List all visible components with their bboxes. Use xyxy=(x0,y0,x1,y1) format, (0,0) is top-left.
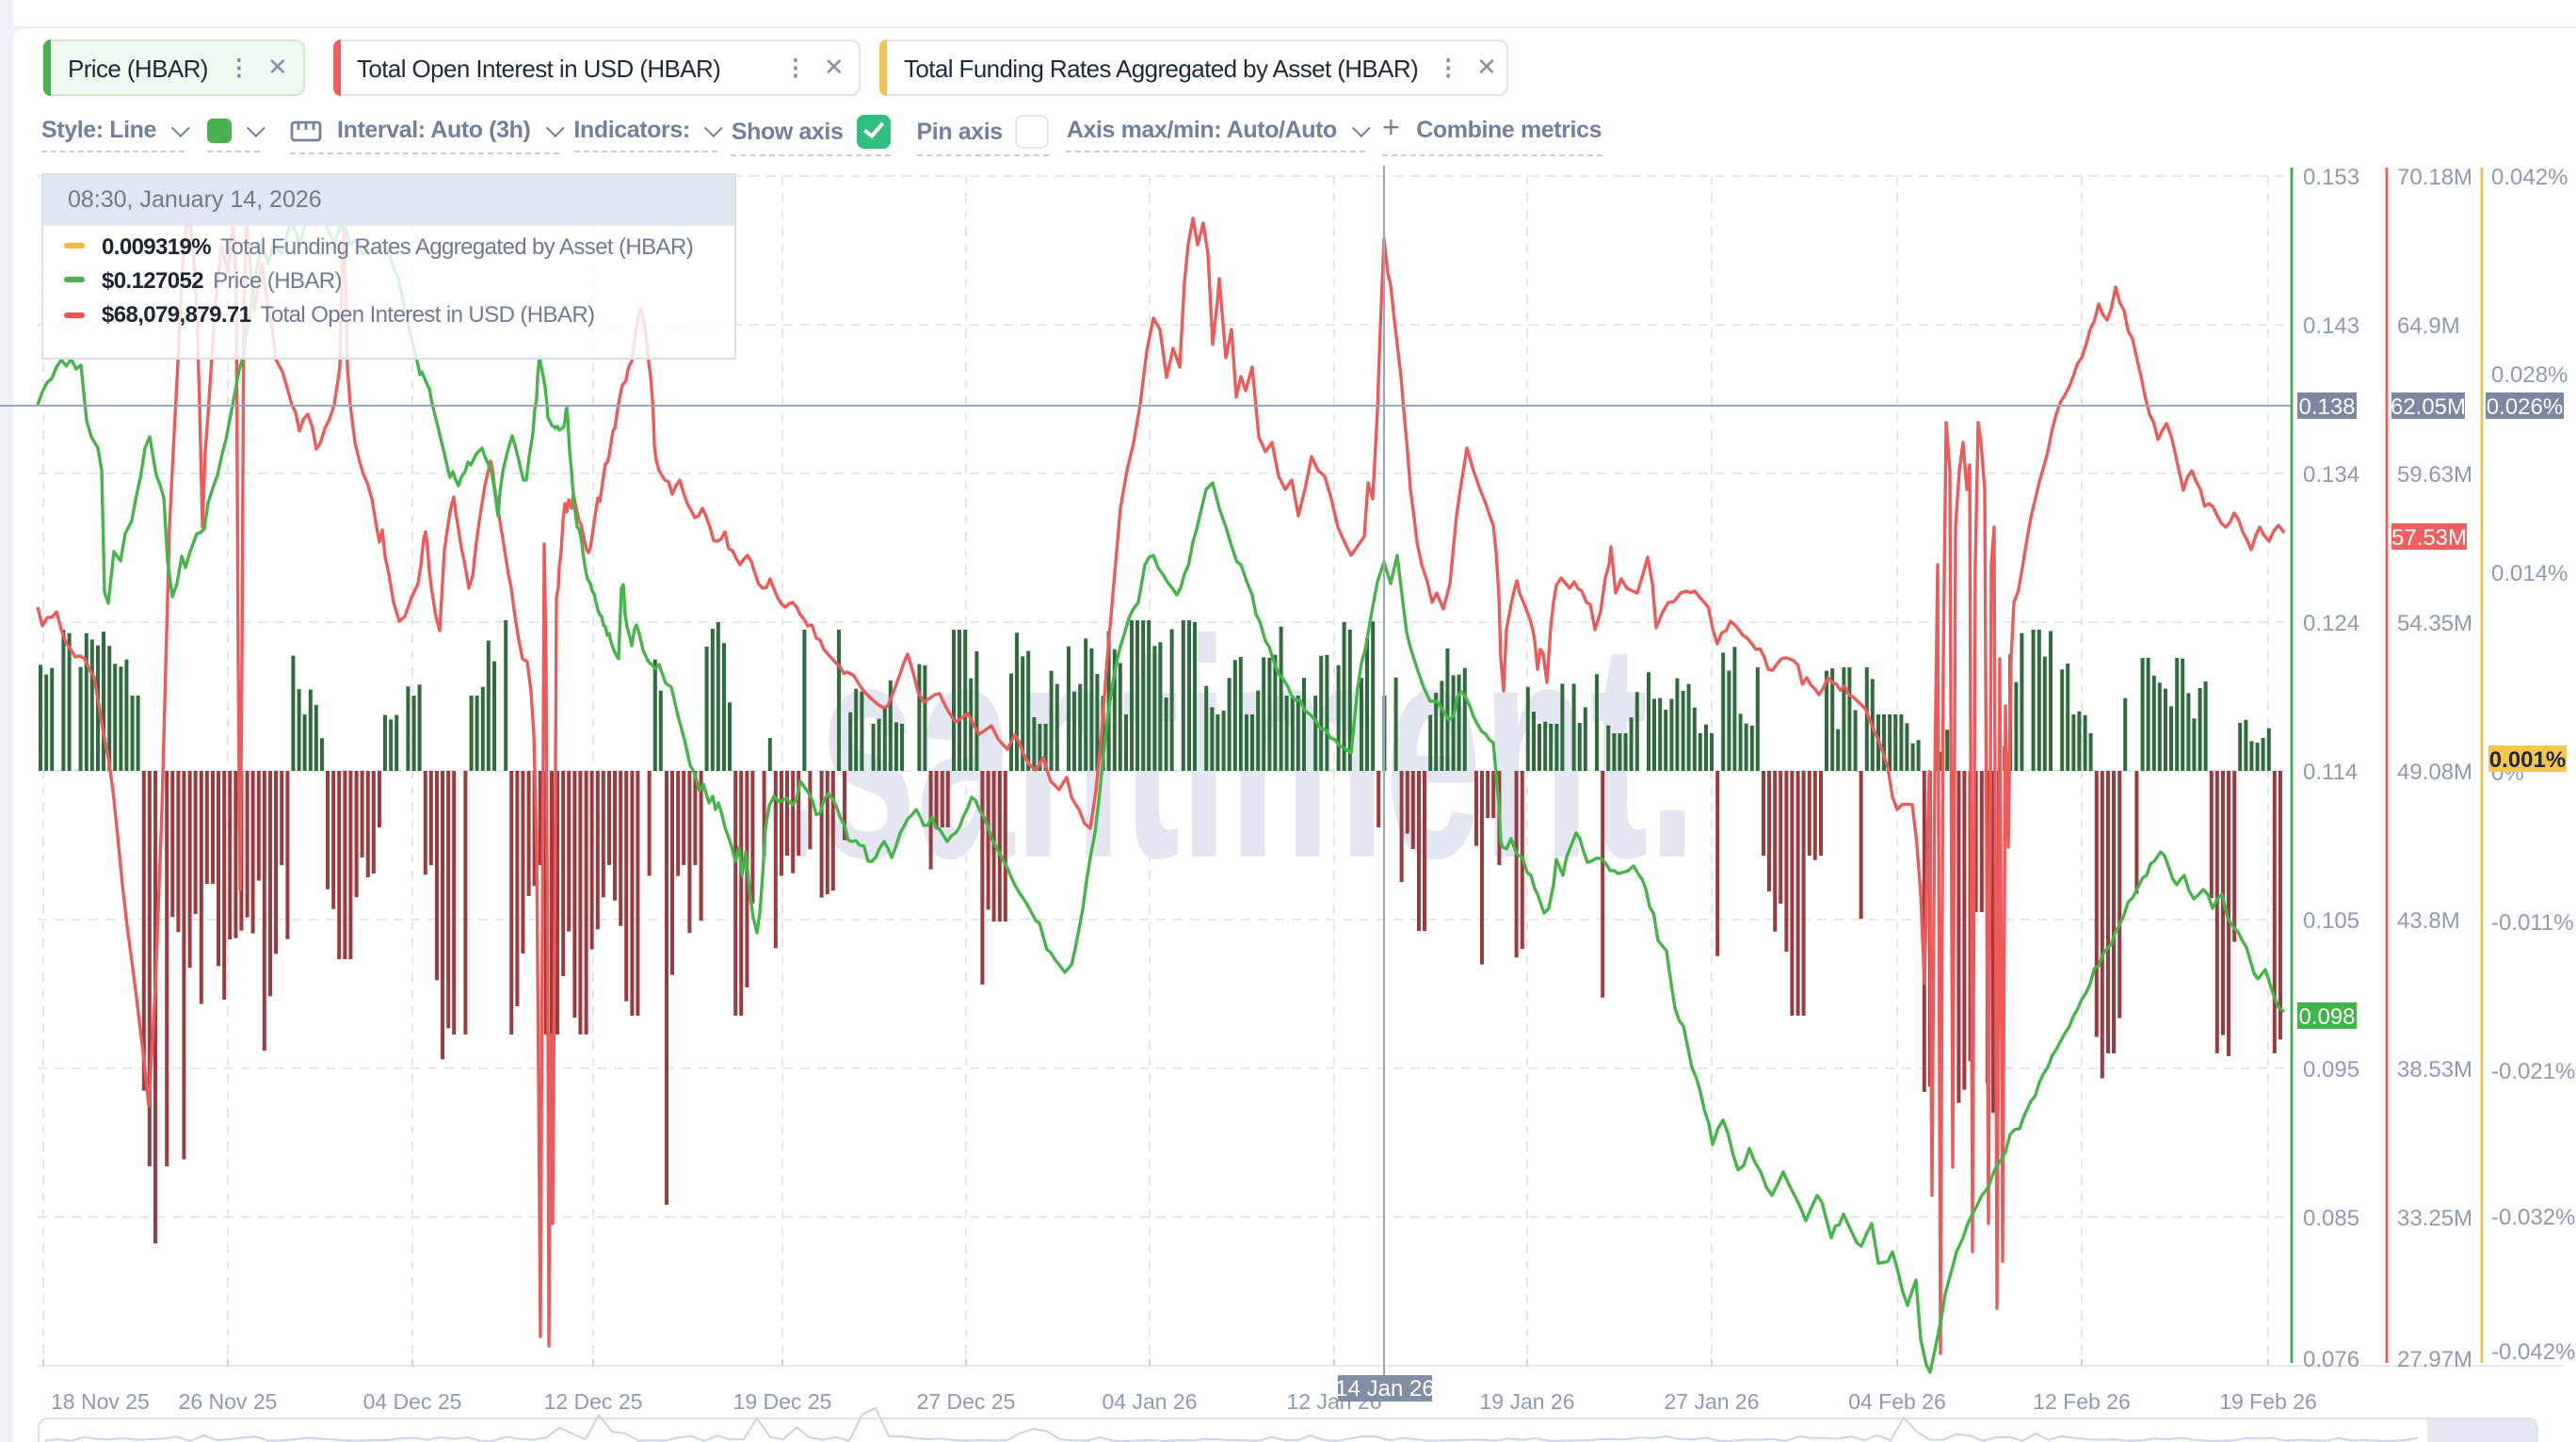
svg-text:0.095: 0.095 xyxy=(2303,1057,2359,1082)
svg-text:33.25M: 33.25M xyxy=(2397,1206,2472,1231)
svg-text:0.028%: 0.028% xyxy=(2491,362,2568,388)
svg-text:19 Jan 26: 19 Jan 26 xyxy=(1479,1389,1574,1414)
svg-text:19 Feb 26: 19 Feb 26 xyxy=(2219,1389,2317,1414)
svg-text:0.138: 0.138 xyxy=(2298,394,2355,420)
svg-text:-0.011%: -0.011% xyxy=(2491,910,2574,936)
svg-text:0.085: 0.085 xyxy=(2303,1206,2359,1231)
svg-text:0.098: 0.098 xyxy=(2298,1004,2355,1030)
svg-text:0.114: 0.114 xyxy=(2303,760,2358,785)
svg-text:0.153: 0.153 xyxy=(2303,165,2359,190)
svg-text:43.8M: 43.8M xyxy=(2397,908,2460,934)
svg-text:18 Nov 25: 18 Nov 25 xyxy=(51,1389,150,1414)
svg-text:64.9M: 64.9M xyxy=(2397,313,2460,339)
svg-text:70.18M: 70.18M xyxy=(2397,165,2472,190)
svg-text:12 Feb 26: 12 Feb 26 xyxy=(2033,1389,2131,1414)
svg-text:49.08M: 49.08M xyxy=(2397,760,2472,785)
svg-text:0.076: 0.076 xyxy=(2303,1347,2359,1372)
svg-text:0.026%: 0.026% xyxy=(2487,394,2563,420)
svg-text:-0.021%: -0.021% xyxy=(2491,1059,2575,1084)
svg-text:0.014%: 0.014% xyxy=(2491,561,2568,586)
svg-text:27.97M: 27.97M xyxy=(2397,1347,2472,1372)
svg-text:04 Feb 26: 04 Feb 26 xyxy=(1848,1389,1946,1414)
svg-text:0.105: 0.105 xyxy=(2303,908,2359,934)
svg-text:38.53M: 38.53M xyxy=(2397,1057,2472,1082)
svg-text:14 Jan 26: 14 Jan 26 xyxy=(1335,1376,1434,1402)
svg-text:04 Dec 25: 04 Dec 25 xyxy=(363,1389,462,1414)
svg-text:27 Dec 25: 27 Dec 25 xyxy=(917,1389,1016,1414)
svg-text:62.05M: 62.05M xyxy=(2391,394,2466,420)
svg-text:26 Nov 25: 26 Nov 25 xyxy=(179,1389,278,1414)
svg-text:27 Jan 26: 27 Jan 26 xyxy=(1664,1389,1759,1414)
svg-text:-0.032%: -0.032% xyxy=(2491,1205,2575,1230)
svg-text:0.143: 0.143 xyxy=(2303,313,2359,339)
svg-text:19 Dec 25: 19 Dec 25 xyxy=(733,1389,832,1414)
svg-text:54.35M: 54.35M xyxy=(2397,611,2472,636)
svg-text:57.53M: 57.53M xyxy=(2391,525,2467,551)
svg-text:12 Dec 25: 12 Dec 25 xyxy=(544,1389,643,1414)
svg-text:0.134: 0.134 xyxy=(2303,462,2359,488)
svg-text:0.001%: 0.001% xyxy=(2489,747,2566,773)
svg-text:-0.042%: -0.042% xyxy=(2491,1339,2575,1365)
svg-text:04 Jan 26: 04 Jan 26 xyxy=(1102,1389,1197,1414)
svg-text:59.63M: 59.63M xyxy=(2397,462,2472,488)
svg-text:0.042%: 0.042% xyxy=(2491,165,2568,190)
svg-text:0.124: 0.124 xyxy=(2303,611,2359,636)
